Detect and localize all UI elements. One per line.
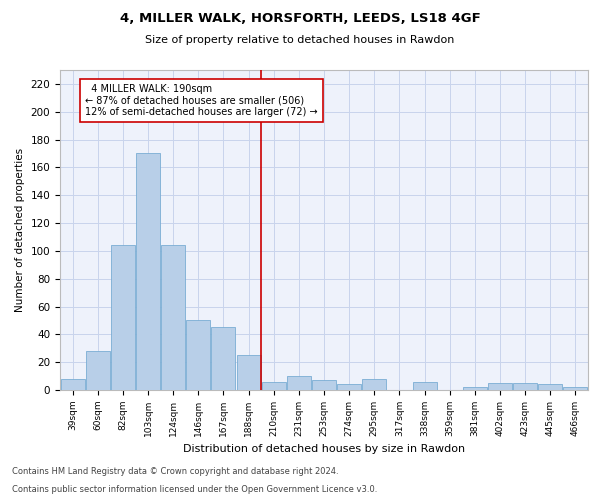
Bar bbox=[86, 351, 110, 390]
Bar bbox=[563, 387, 587, 390]
Bar bbox=[463, 387, 487, 390]
Bar bbox=[187, 320, 210, 390]
Bar bbox=[538, 384, 562, 390]
Y-axis label: Number of detached properties: Number of detached properties bbox=[15, 148, 25, 312]
Bar bbox=[312, 380, 336, 390]
Bar bbox=[287, 376, 311, 390]
Bar bbox=[211, 328, 235, 390]
Text: Contains HM Land Registry data © Crown copyright and database right 2024.: Contains HM Land Registry data © Crown c… bbox=[12, 467, 338, 476]
Bar bbox=[161, 246, 185, 390]
Bar bbox=[488, 383, 512, 390]
Bar bbox=[262, 382, 286, 390]
Text: 4, MILLER WALK, HORSFORTH, LEEDS, LS18 4GF: 4, MILLER WALK, HORSFORTH, LEEDS, LS18 4… bbox=[119, 12, 481, 26]
Bar bbox=[61, 379, 85, 390]
X-axis label: Distribution of detached houses by size in Rawdon: Distribution of detached houses by size … bbox=[183, 444, 465, 454]
Bar bbox=[236, 355, 260, 390]
Text: Size of property relative to detached houses in Rawdon: Size of property relative to detached ho… bbox=[145, 35, 455, 45]
Bar bbox=[413, 382, 437, 390]
Bar bbox=[337, 384, 361, 390]
Text: 4 MILLER WALK: 190sqm
← 87% of detached houses are smaller (506)
12% of semi-det: 4 MILLER WALK: 190sqm ← 87% of detached … bbox=[85, 84, 318, 117]
Text: Contains public sector information licensed under the Open Government Licence v3: Contains public sector information licen… bbox=[12, 485, 377, 494]
Bar bbox=[362, 379, 386, 390]
Bar bbox=[136, 154, 160, 390]
Bar bbox=[111, 246, 135, 390]
Bar bbox=[513, 383, 537, 390]
